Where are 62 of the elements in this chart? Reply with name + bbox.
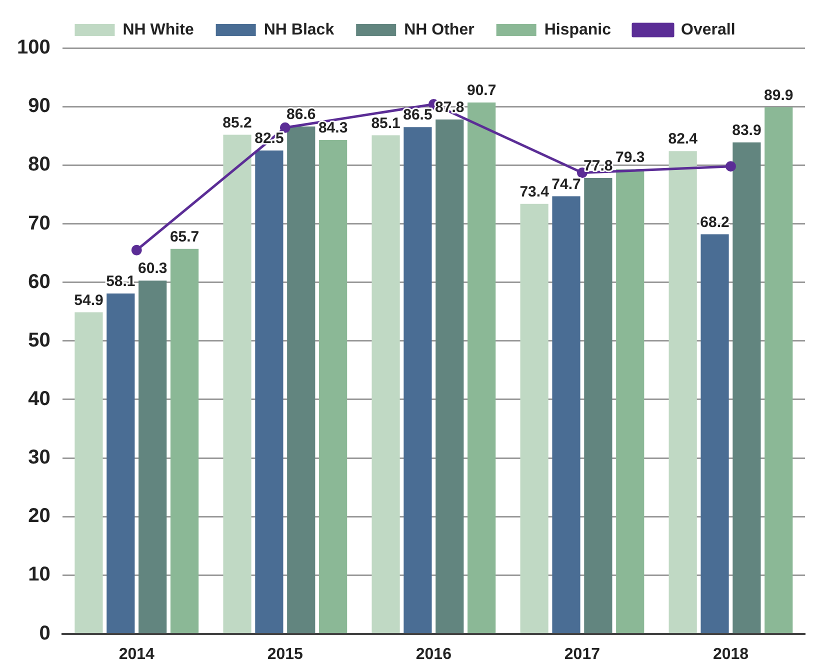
bar [700,234,729,634]
bar [732,142,761,634]
y-tick-label: 100 [16,36,50,59]
data-label: 82.4 [668,130,698,148]
y-tick-label: 80 [28,154,50,176]
bar [404,127,432,634]
data-label: 60.3 [138,260,168,278]
data-label: 86.5 [403,106,432,124]
data-label: 77.8 [584,158,613,175]
data-label: 83.9 [732,122,762,139]
data-label: 90.7 [466,82,496,100]
bar [74,312,103,634]
point [725,161,736,172]
bar [616,169,644,634]
bar [668,151,697,634]
x-tick-label: 2017 [564,646,600,663]
x-tick-label: 2015 [267,646,304,663]
point [280,122,290,133]
x-tick-label: 2016 [416,646,452,663]
bar [287,126,316,634]
data-label: 58.1 [106,273,136,290]
point [131,244,142,256]
bar [255,150,284,634]
bar [319,140,348,634]
data-label: 54.9 [74,292,104,309]
y-tick-label: 60 [28,270,50,293]
y-tick-label: 90 [28,95,50,118]
data-label: 84.3 [318,120,348,137]
legend-label: NH Black [264,21,334,38]
data-label: 85.2 [222,114,252,132]
x-tick-label: 2014 [118,646,155,663]
data-label: 79.3 [616,148,645,166]
data-label: 73.4 [520,183,550,200]
bar [520,204,548,634]
legend-label: Hispanic [544,21,612,38]
data-label: 85.1 [371,114,400,132]
bar [223,134,252,634]
data-label: 65.7 [170,228,200,246]
bar [468,102,496,634]
data-label: 89.9 [764,86,794,104]
y-tick-label: 20 [28,505,50,528]
y-tick-label: 10 [28,564,50,586]
y-tick-label: 0 [39,622,50,644]
y-tick-label: 30 [28,446,50,469]
y-tick-label: 70 [28,212,50,234]
bar [138,280,167,634]
x-tick-label: 2018 [712,646,749,663]
bar [106,293,135,634]
legend-label: NH White [122,21,194,38]
bar [764,107,793,634]
data-label: 74.7 [552,176,581,193]
y-tick-label: 50 [28,329,50,352]
legend-label: Overall [681,21,736,38]
bar [436,119,464,634]
bar [372,135,400,634]
bar [584,178,612,634]
bar [552,196,580,634]
data-label: 68.2 [700,214,730,231]
data-label: 86.6 [286,106,316,124]
y-tick-label: 40 [28,388,50,410]
bar [170,248,199,634]
legend-label: NH Other [404,21,474,38]
